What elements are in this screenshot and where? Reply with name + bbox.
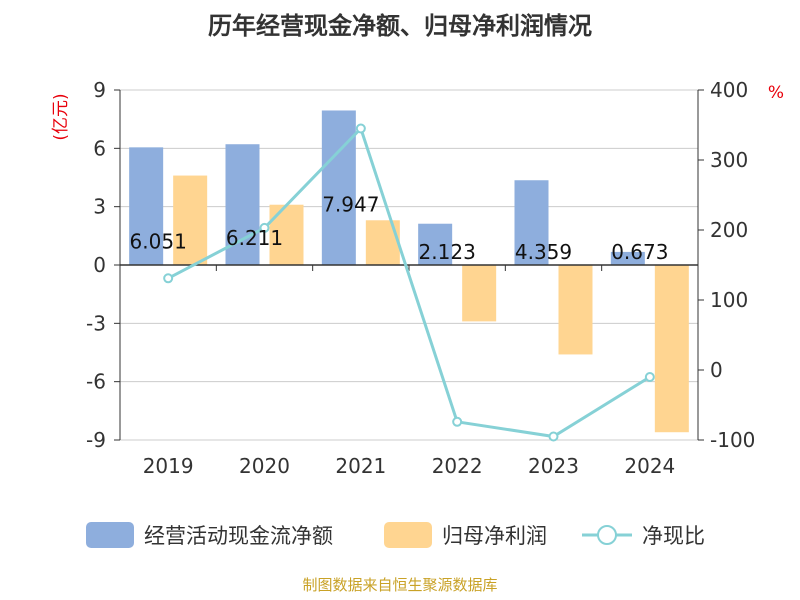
left-tick-label: -6 <box>86 370 106 394</box>
bar-netprofit <box>462 265 497 322</box>
legend[interactable]: 经营活动现金流净额 归母净利润 净现比 <box>86 522 705 548</box>
left-tick-label: -9 <box>86 428 106 452</box>
ratio-point <box>355 123 366 134</box>
ratio-polyline <box>167 125 651 439</box>
bar-netprofit <box>173 175 208 265</box>
cashflow-value-label: 0.673 <box>611 240 668 264</box>
bar-netprofit <box>654 265 689 433</box>
right-tick-label: 0 <box>710 358 723 382</box>
legend-label-ratio: 净现比 <box>642 524 705 548</box>
category-label: 2023 <box>528 454 579 478</box>
ratio-point <box>548 431 559 442</box>
right-tick-label: 300 <box>710 148 748 172</box>
left-tick-label: 6 <box>93 136 106 160</box>
bar-cashflow <box>321 110 356 265</box>
cashflow-value-label: 4.359 <box>515 240 572 264</box>
left-tick-label: -3 <box>86 311 106 335</box>
cashflow-value-label: 6.051 <box>130 229 187 253</box>
bar-cashflow <box>610 251 645 265</box>
legend-label-cashflow: 经营活动现金流净额 <box>144 524 333 548</box>
bar-cashflow <box>129 147 164 265</box>
right-axis-unit: % <box>768 83 784 103</box>
right-tick-label: -100 <box>710 428 755 452</box>
left-tick-label: 3 <box>93 195 106 219</box>
ratio-point <box>644 372 655 382</box>
axes: 9 6 3 0 -3 -6 -9 400 300 200 100 0 -100 2019 2020 2021 2… <box>86 78 755 478</box>
ratio-point <box>259 222 270 233</box>
category-label: 2024 <box>624 454 675 478</box>
right-tick-label: 100 <box>710 288 748 312</box>
right-tick-label: 400 <box>710 78 748 102</box>
legend-swatch-cashflow <box>86 522 134 548</box>
cashflow-value-label: 6.211 <box>226 226 283 250</box>
bar-cashflow <box>418 223 453 265</box>
right-tick-label: 200 <box>710 218 748 242</box>
category-label: 2019 <box>143 454 194 478</box>
bar-cashflow <box>514 180 549 265</box>
left-axis-unit: (亿元) <box>51 93 71 140</box>
category-label: 2020 <box>239 454 290 478</box>
chart-title: 历年经营现金净额、归母净利润情况 <box>208 12 592 40</box>
category-label: 2021 <box>335 454 386 478</box>
left-tick-label: 0 <box>93 253 106 277</box>
ratio-point <box>452 416 463 427</box>
legend-swatch-ratio-marker <box>597 525 617 545</box>
cashflow-value-label: 2.123 <box>419 240 476 264</box>
cashflow-value-label: 7.947 <box>322 192 379 216</box>
category-label: 2022 <box>432 454 483 478</box>
legend-swatch-netprofit <box>384 522 432 548</box>
data-labels: 6.051 6.211 7.947 2.123 4.359 0.673 <box>130 192 669 264</box>
legend-label-netprofit: 归母净利润 <box>442 524 547 548</box>
source-note: 制图数据来自恒生聚源数据库 <box>302 576 497 594</box>
bar-netprofit <box>558 265 593 355</box>
ratio-point <box>163 273 174 284</box>
ratio-line <box>163 123 655 442</box>
left-tick-label: 9 <box>93 78 106 102</box>
